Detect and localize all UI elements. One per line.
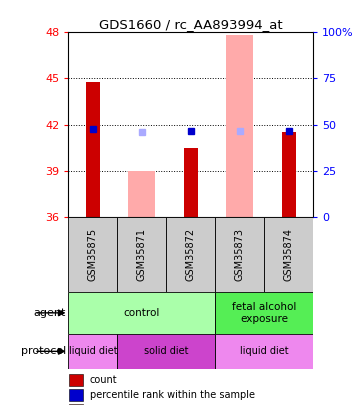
- Text: agent: agent: [33, 308, 66, 318]
- Bar: [215, 334, 313, 369]
- Bar: [68, 292, 215, 334]
- Text: fetal alcohol
exposure: fetal alcohol exposure: [232, 302, 296, 324]
- Bar: [215, 217, 264, 292]
- Text: liquid diet: liquid diet: [68, 346, 117, 356]
- Text: percentile rank within the sample: percentile rank within the sample: [90, 390, 255, 400]
- Bar: [68, 217, 117, 292]
- Bar: [69, 373, 83, 386]
- Text: GSM35873: GSM35873: [235, 228, 245, 281]
- Text: protocol: protocol: [21, 346, 66, 356]
- Bar: [264, 217, 313, 292]
- Title: GDS1660 / rc_AA893994_at: GDS1660 / rc_AA893994_at: [99, 18, 283, 31]
- Bar: [117, 334, 215, 369]
- Text: solid diet: solid diet: [144, 346, 189, 356]
- Text: liquid diet: liquid diet: [240, 346, 289, 356]
- Text: count: count: [90, 375, 117, 385]
- Bar: [282, 132, 296, 217]
- Text: GSM35875: GSM35875: [88, 228, 98, 281]
- Text: GSM35871: GSM35871: [137, 228, 147, 281]
- Text: GSM35874: GSM35874: [284, 228, 294, 281]
- Bar: [184, 147, 198, 217]
- Text: control: control: [123, 308, 160, 318]
- Bar: [69, 389, 83, 401]
- Bar: [86, 81, 100, 217]
- Bar: [129, 171, 155, 217]
- Bar: [68, 334, 117, 369]
- Text: GSM35872: GSM35872: [186, 228, 196, 281]
- Bar: [226, 36, 253, 217]
- Bar: [69, 404, 83, 405]
- Bar: [215, 292, 313, 334]
- Bar: [117, 217, 166, 292]
- Bar: [166, 217, 215, 292]
